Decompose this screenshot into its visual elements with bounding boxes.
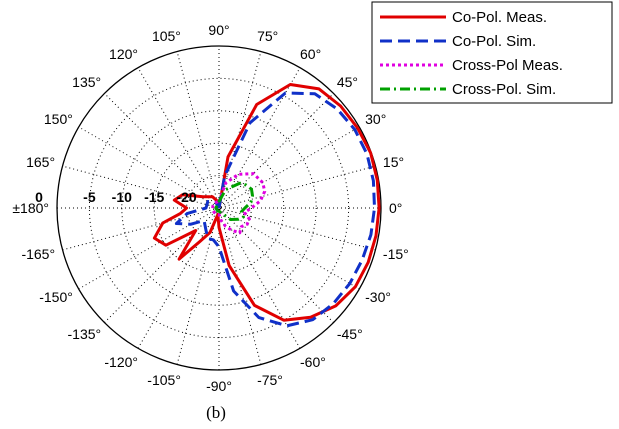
- angle-tick-label: 120°: [109, 46, 138, 62]
- grid-ring: [153, 142, 285, 274]
- angle-tick-label: -165°: [21, 246, 55, 262]
- angle-tick-label: 15°: [383, 154, 404, 170]
- angle-tick-label: -60°: [300, 354, 326, 370]
- legend-label: Cross-Pol Meas.: [452, 57, 563, 74]
- legend-label: Co-Pol. Meas.: [452, 9, 547, 26]
- angle-tick-label: 75°: [257, 28, 278, 44]
- angle-tick-label: 30°: [365, 111, 386, 127]
- series-line: [152, 83, 381, 322]
- radius-tick-label: 0: [35, 189, 43, 205]
- pattern-curves: [152, 83, 381, 328]
- angle-tick-label: -45°: [337, 326, 363, 342]
- radius-tick-label: -20: [176, 189, 196, 205]
- radius-tick-label: -15: [144, 189, 164, 205]
- angle-tick-label: -105°: [147, 372, 181, 388]
- legend-box: [371, 1, 613, 104]
- polar-grid: [56, 45, 382, 371]
- angle-tick-label: -75°: [257, 372, 283, 388]
- angle-tick-label: -15°: [383, 246, 409, 262]
- radius-tick-label: -5: [83, 189, 96, 205]
- series-line: [174, 91, 376, 328]
- angle-tick-label: ±180°: [12, 200, 49, 216]
- angle-tick-label: 165°: [26, 154, 55, 170]
- angle-tick-label: 135°: [72, 74, 101, 90]
- angle-tick-label: 105°: [152, 28, 181, 44]
- radius-tick-labels: 0 -5 -10 -15 -20: [35, 189, 197, 205]
- series-line: [211, 172, 267, 235]
- figure-caption: (b): [206, 403, 226, 422]
- angle-tick-label: 60°: [300, 46, 321, 62]
- legend: Co-Pol. Meas. Co-Pol. Sim. Cross-Pol Meas.…: [371, 1, 613, 104]
- angle-tick-label: -120°: [104, 354, 138, 370]
- angle-tick-label: -150°: [39, 289, 73, 305]
- angle-tick-label: -90°: [206, 378, 232, 394]
- radius-tick-label: -10: [112, 189, 132, 205]
- angle-tick-label: -30°: [365, 289, 391, 305]
- angle-tick-label: 150°: [44, 111, 73, 127]
- angle-tick-label: -135°: [68, 326, 102, 342]
- series-line: [214, 181, 254, 221]
- grid-ring: [88, 77, 350, 339]
- angle-tick-label: 0°: [389, 200, 402, 216]
- angle-tick-labels: 90° 75° 60° 45° 30° 15° 0° -15° -30° -45° -60° -75°…: [12, 22, 408, 394]
- angle-tick-label: 45°: [337, 74, 358, 90]
- legend-label: Cross-Pol. Sim.: [452, 81, 556, 98]
- legend-label: Co-Pol. Sim.: [452, 33, 536, 50]
- angle-tick-label: 90°: [208, 22, 229, 38]
- grid-ring: [186, 175, 252, 241]
